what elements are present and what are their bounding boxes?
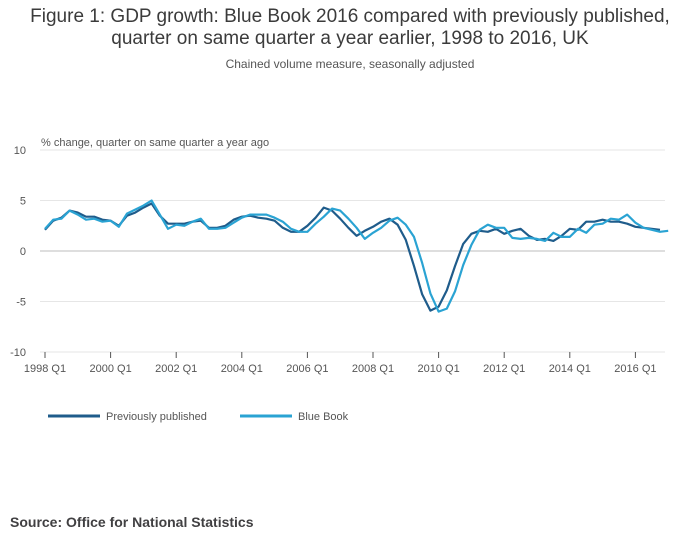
- x-tick-label: 2016 Q1: [614, 363, 656, 375]
- x-tick-label: 2000 Q1: [89, 363, 131, 375]
- chart-title-line2: quarter on same quarter a year earlier, …: [111, 28, 589, 49]
- y-tick-label: 0: [20, 246, 26, 258]
- x-tick-label: 2006 Q1: [286, 363, 328, 375]
- x-tick-label: 2014 Q1: [549, 363, 591, 375]
- x-tick-label: 1998 Q1: [24, 363, 66, 375]
- y-tick-label: 5: [20, 196, 26, 208]
- x-tick-label: 2008 Q1: [352, 363, 394, 375]
- x-tick-label: 2002 Q1: [155, 363, 197, 375]
- y-axis-label: % change, quarter on same quarter a year…: [41, 137, 269, 149]
- x-tick-label: 2010 Q1: [417, 363, 459, 375]
- series-line-previously-published: [44, 202, 661, 312]
- source-note: Source: Office for National Statistics: [10, 514, 254, 530]
- y-tick-label: -10: [10, 347, 26, 359]
- legend-label: Blue Book: [298, 411, 349, 423]
- legend-label: Previously published: [106, 411, 207, 423]
- chart-subtitle: Chained volume measure, seasonally adjus…: [225, 57, 475, 71]
- y-tick-label: -5: [16, 297, 26, 309]
- chart-title: Figure 1: GDP growth: Blue Book 2016 com…: [0, 6, 700, 50]
- x-tick-label: 2012 Q1: [483, 363, 525, 375]
- series-line-blue-book: [44, 199, 669, 313]
- chart-title-line1: Figure 1: GDP growth: Blue Book 2016 com…: [30, 6, 670, 27]
- y-tick-label: 10: [14, 145, 26, 157]
- x-tick-label: 2004 Q1: [221, 363, 263, 375]
